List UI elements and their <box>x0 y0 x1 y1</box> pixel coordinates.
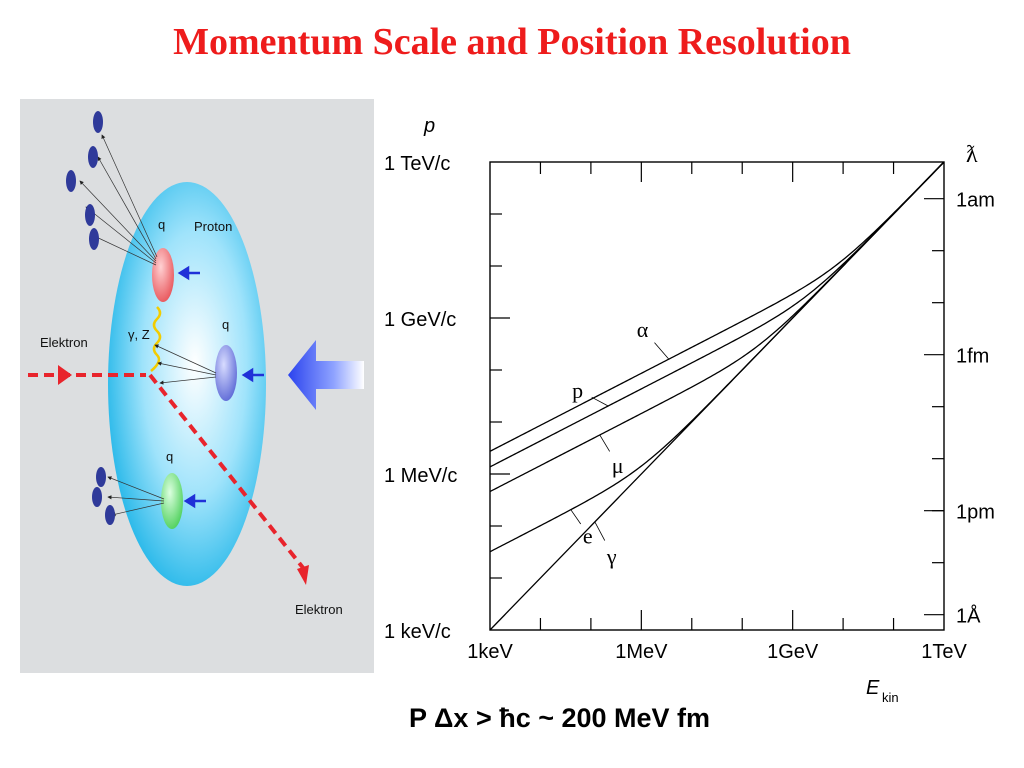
right-tick-label: 1Å <box>956 605 981 628</box>
boson-wavy-line <box>150 306 162 372</box>
y-tick-label: 1 MeV/c <box>384 465 457 487</box>
quark-green <box>161 473 183 529</box>
curve-leader-μ <box>599 434 611 452</box>
scattering-diagram: γ, Z q q q Proton <box>20 99 374 673</box>
curve-p <box>489 161 945 468</box>
quark-label-red: q <box>158 217 165 232</box>
curve-μ <box>489 161 945 493</box>
electron-in-label: Elektron <box>40 335 88 350</box>
slide-title: Momentum Scale and Position Resolution <box>173 21 851 63</box>
x-tick-label: 1MeV <box>615 641 668 663</box>
curve-leader-p <box>591 396 609 407</box>
y-tick-label: 1 GeV/c <box>384 309 456 331</box>
quark-red <box>152 248 174 302</box>
curve-label-α: α <box>637 317 649 342</box>
y-tick-label: 1 keV/c <box>384 621 451 643</box>
boson-label: γ, Z <box>128 327 150 342</box>
electron-outgoing-arrowhead <box>297 565 309 585</box>
fragment-lines <box>79 134 217 517</box>
uncertainty-formula: P Δx > ħc ~ 200 MeV fm <box>409 703 711 733</box>
curve-e <box>489 161 945 553</box>
proton-label: Proton <box>194 219 232 234</box>
momentum-energy-chart: γe μ p α 1 keV/c 1 MeV/c 1 GeV/c 1 TeV/c 1keV 1Me… <box>384 115 995 705</box>
right-axis-label: ƛ <box>966 142 978 168</box>
electron-out-label: Elektron <box>295 602 343 617</box>
quark-momentum-arrows <box>177 265 264 509</box>
x-axis-label: E <box>866 677 880 699</box>
fragment-dots <box>66 111 115 525</box>
curve-label-e: e <box>583 524 593 549</box>
plot-frame <box>489 161 945 631</box>
x-tick-label: 1TeV <box>921 641 967 663</box>
right-tick-label: 1fm <box>956 346 989 368</box>
right-tick-label: 1pm <box>956 502 995 524</box>
quark-blue <box>215 345 237 401</box>
quark-label-green: q <box>166 449 173 464</box>
electron-outgoing-line <box>148 373 306 571</box>
proton-direction-arrow <box>288 340 364 410</box>
right-tick-label: 1am <box>956 190 995 212</box>
curve-label-p: p <box>572 378 583 403</box>
curve-label-μ: μ <box>612 453 624 478</box>
curve-leader-γ <box>594 521 606 541</box>
quark-label-blue: q <box>222 317 229 332</box>
proton-body <box>108 182 266 586</box>
curve-leader-e <box>570 509 582 525</box>
y-tick-label: 1 TeV/c <box>384 153 450 175</box>
x-axis-label-sub: kin <box>882 690 899 705</box>
x-tick-label: 1GeV <box>767 641 819 663</box>
y-axis-label: p <box>423 115 435 137</box>
x-tick-label: 1keV <box>467 641 513 663</box>
electron-incoming-arrowhead <box>58 365 72 385</box>
curve-leader-α <box>654 342 670 360</box>
curve-label-γ: γ <box>606 544 617 569</box>
curve-α <box>489 161 945 452</box>
